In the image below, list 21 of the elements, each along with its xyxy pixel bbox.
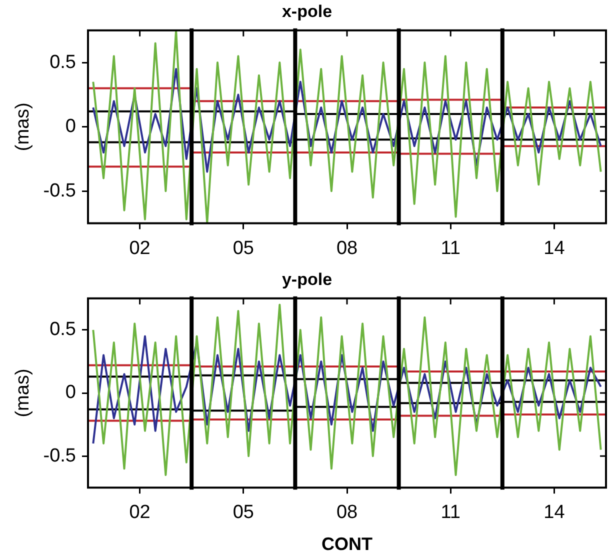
- y-tick-label: 0: [65, 382, 76, 404]
- y-tick-label: -0.5: [43, 180, 76, 202]
- x-tick-label: 14: [544, 502, 566, 524]
- x-tick-label: 05: [232, 238, 254, 259]
- y-tick-label: 0.5: [50, 52, 76, 73]
- y-tick-label: 0: [65, 116, 76, 138]
- x-tick-label: 11: [440, 502, 460, 524]
- x-tick-label: 08: [336, 238, 358, 259]
- y-axis-title: (mas): [12, 102, 34, 152]
- y-tick-label: 0.5: [50, 319, 76, 340]
- y-tick-label: -0.5: [43, 445, 76, 466]
- x-tick-label: 05: [232, 502, 254, 524]
- x-tick-label: 11: [440, 238, 460, 259]
- x-axis-title: CONT: [322, 534, 372, 554]
- x-tick-label: 08: [336, 502, 358, 524]
- x-tick-label: 14: [544, 238, 566, 259]
- y-axis-title: (mas): [12, 368, 34, 418]
- chart-title: x-pole: [282, 2, 332, 21]
- chart-title: y-pole: [282, 270, 332, 289]
- x-tick-label: 02: [129, 238, 150, 259]
- x-tick-label: 02: [129, 502, 150, 524]
